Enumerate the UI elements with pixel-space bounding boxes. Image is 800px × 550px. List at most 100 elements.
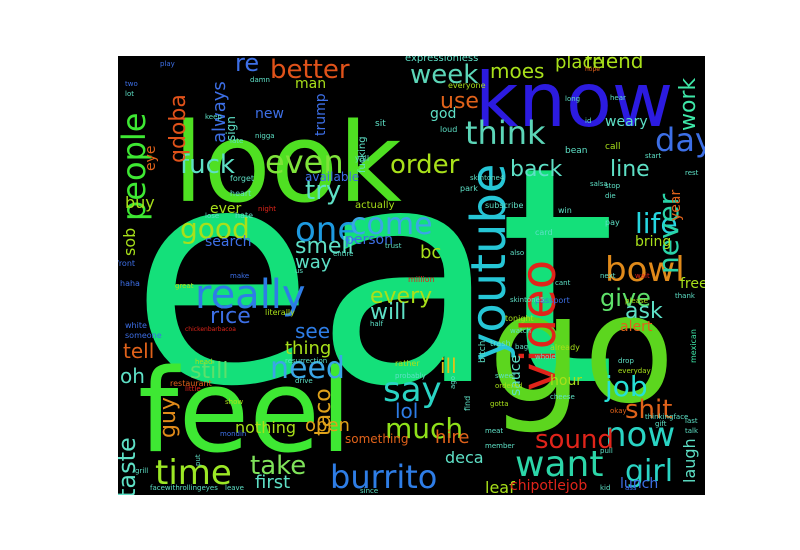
word-see: see (295, 319, 330, 343)
word-available: available (305, 170, 359, 184)
word-sweet: sweet (495, 372, 516, 380)
word-find: find (463, 396, 472, 411)
word-everyone: everyone (448, 81, 486, 90)
word-bag: bag (515, 343, 528, 351)
word-try: try (305, 176, 341, 206)
word-week: week (410, 60, 478, 90)
word-feel: feel (138, 345, 352, 479)
word-facewithrollingeyes: facewithrollingeyes (150, 484, 218, 492)
word-make: make (230, 272, 249, 280)
word-work: work (676, 78, 701, 131)
word-trust: trust (385, 242, 402, 250)
word-tell: tell (123, 339, 154, 363)
word-drive: drive (295, 377, 313, 385)
word-search: search (205, 234, 252, 250)
word-actually: actually (355, 200, 395, 211)
word-nigga: nigga (255, 132, 275, 140)
word-lot: lot (125, 90, 134, 98)
word-hire: hire (435, 427, 470, 448)
word-bitch: bitch (478, 341, 488, 363)
word-even: even (265, 143, 344, 181)
word-weary: weary (605, 114, 648, 130)
word-mondin: mondin (220, 430, 246, 438)
word-man: man (295, 76, 326, 92)
word-re: re (235, 56, 259, 77)
word-okay: okay (610, 407, 627, 415)
word-pull: pull (600, 447, 613, 455)
word-buy: buy (125, 193, 155, 212)
word-loud: loud (440, 125, 457, 134)
word-late: late (230, 137, 243, 145)
word-rest: rest (685, 169, 699, 177)
word-call: call (605, 142, 620, 152)
word-life: life (635, 207, 678, 240)
word-wait: wait (635, 272, 650, 280)
word-sound: sound (535, 425, 614, 455)
word-guy: guy (156, 397, 181, 438)
word-place: place (555, 56, 603, 73)
word-id: id (585, 117, 591, 125)
word-line: line (610, 157, 650, 182)
word-way: way (295, 252, 332, 273)
word-gotta: gotta (490, 400, 509, 408)
word-million: million (408, 275, 435, 284)
word-taco: taco (311, 388, 336, 436)
word-first: first (255, 472, 290, 493)
word-ordered: ordered (495, 382, 522, 390)
word-every: every (370, 284, 432, 309)
word-grill: grill (135, 467, 148, 475)
word-last: last (685, 417, 698, 425)
word-thank: thank (675, 292, 696, 300)
word-sit: sit (375, 119, 386, 129)
word-fucking: fucking (357, 136, 368, 173)
word-job: job (604, 370, 648, 403)
word-better: better (270, 56, 350, 85)
word-fuck: fuck (180, 150, 235, 180)
word-stop: stop (605, 182, 621, 190)
word-half: half (370, 320, 384, 328)
word-sob: sob (120, 228, 139, 256)
word-really: really (195, 272, 306, 318)
word-mexican: mexican (689, 329, 698, 363)
word-still: still (190, 359, 228, 384)
word-restaurant: restaurant (170, 379, 212, 388)
word-park: park (460, 184, 478, 193)
word-skintone4: skintone4 (470, 174, 505, 182)
word-member: member (485, 442, 515, 450)
word-already: already (550, 343, 580, 352)
word-everyday: everyday (618, 367, 651, 375)
word-rice: rice (210, 304, 251, 329)
word-will: will (370, 300, 406, 325)
word-free: free (680, 276, 705, 292)
word-ass: ass (625, 484, 637, 492)
word-next: next (600, 272, 616, 280)
word-lose: lose (205, 212, 219, 220)
word-order: order (390, 150, 460, 180)
word-win: win (558, 206, 572, 215)
word-hour: hour (550, 373, 582, 389)
word-open: open (305, 415, 350, 436)
word-hope: hope (585, 66, 600, 73)
word-passport: passport (535, 296, 570, 305)
word-video: video (511, 260, 567, 391)
word-think: think (465, 114, 546, 152)
word-lol: lol (395, 399, 418, 423)
word-two: two (125, 80, 138, 88)
word-much: much (385, 412, 463, 445)
word-leave: leave (225, 484, 244, 492)
word-long: long (565, 95, 580, 103)
word-watch: watch (510, 327, 531, 335)
word-shit: shit (625, 395, 672, 425)
word-great: great (175, 282, 194, 290)
word-someone: someone (125, 331, 162, 340)
word-kid: kid (600, 484, 610, 492)
word-meat: meat (485, 427, 503, 435)
word-keep: keep (205, 113, 222, 121)
word-never: never (652, 193, 685, 274)
word-bc: bc (420, 242, 441, 263)
word-hear: hear (610, 94, 626, 102)
word-time: time (155, 453, 232, 493)
word-back: back (510, 157, 563, 182)
word-girl: girl (625, 454, 673, 489)
word-ask: ask (625, 299, 663, 324)
